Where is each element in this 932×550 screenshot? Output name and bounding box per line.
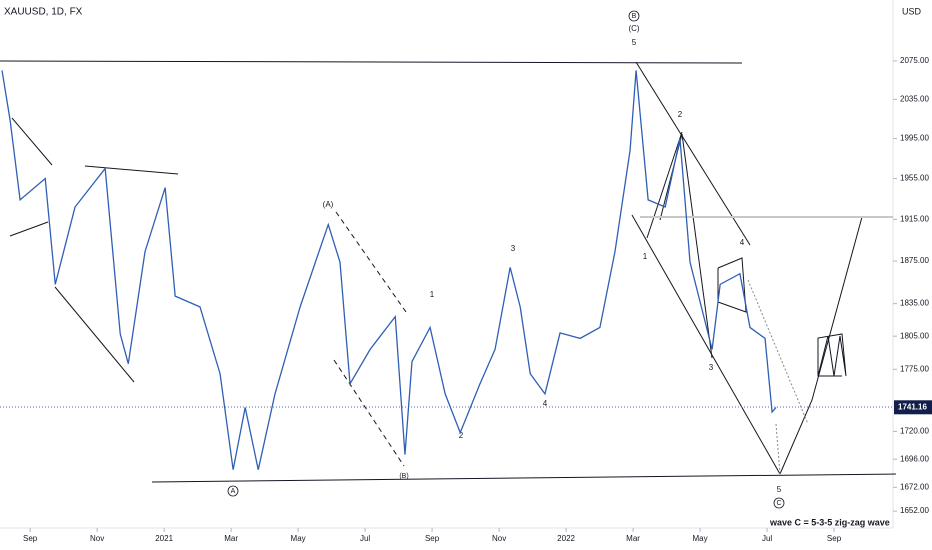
price-line <box>1 70 777 470</box>
wave-label: 3 <box>511 244 516 253</box>
y-tick-label: 1805.00 <box>900 331 929 340</box>
y-tick-label: 1672.00 <box>900 482 929 491</box>
x-tick-label: Sep <box>425 534 440 543</box>
x-tick-label: Mar <box>224 534 238 543</box>
y-tick-label: 1720.00 <box>900 427 929 436</box>
label-circle <box>628 10 640 22</box>
annotation: wave C = 5-3-5 zig-zag wave <box>769 517 890 527</box>
wave-label: 4 <box>543 399 548 408</box>
axis-unit: USD <box>902 6 922 16</box>
y-tick-label: 1875.00 <box>900 256 929 265</box>
y-tick-label: 1775.00 <box>900 364 929 373</box>
wave-label: B <box>632 13 637 20</box>
wave-label: 1 <box>430 290 435 299</box>
y-tick-label: 1995.00 <box>900 134 929 143</box>
x-tick-label: Jul <box>762 534 772 543</box>
wave-label: 4 <box>740 238 745 247</box>
x-tick-label: Sep <box>827 534 842 543</box>
y-tick-label: 2035.00 <box>900 94 929 103</box>
x-tick-label: Jul <box>360 534 370 543</box>
wave-label: C <box>776 500 781 507</box>
y-tick-label: 1955.00 <box>900 174 929 183</box>
label-circle <box>773 497 785 509</box>
x-tick-label: May <box>291 534 306 543</box>
x-tick-label: Mar <box>626 534 640 543</box>
wave-label: 5 <box>632 38 637 47</box>
x-tick-label: 2022 <box>557 534 575 543</box>
x-tick-label: Sep <box>23 534 38 543</box>
chart-title: XAUUSD, 1D, FX <box>4 7 83 18</box>
wave-label: 2 <box>459 431 464 440</box>
wave-label: 5 <box>777 485 782 494</box>
wave-label: 3 <box>709 363 714 372</box>
y-tick-label: 1835.00 <box>900 299 929 308</box>
y-tick-label: 2075.00 <box>900 56 929 65</box>
x-tick-label: May <box>693 534 708 543</box>
y-tick-label: 1696.00 <box>900 454 929 463</box>
x-tick-label: Nov <box>492 534 506 543</box>
wave-label: 2 <box>678 110 683 119</box>
x-tick-label: 2021 <box>155 534 173 543</box>
wave-label: (C) <box>628 24 639 33</box>
last-price-label: 1741.16 <box>898 402 927 411</box>
y-tick-label: 1652.00 <box>900 506 929 515</box>
drawings <box>0 60 897 483</box>
label-circle <box>227 485 239 497</box>
wave-label: (A) <box>323 200 334 209</box>
y-tick-label: 1915.00 <box>900 214 929 223</box>
last-price-box <box>894 400 932 415</box>
wave-label: (B) <box>399 473 408 480</box>
wave-label: A <box>231 488 236 495</box>
x-tick-label: Nov <box>90 534 104 543</box>
wave-label: 1 <box>643 252 648 261</box>
